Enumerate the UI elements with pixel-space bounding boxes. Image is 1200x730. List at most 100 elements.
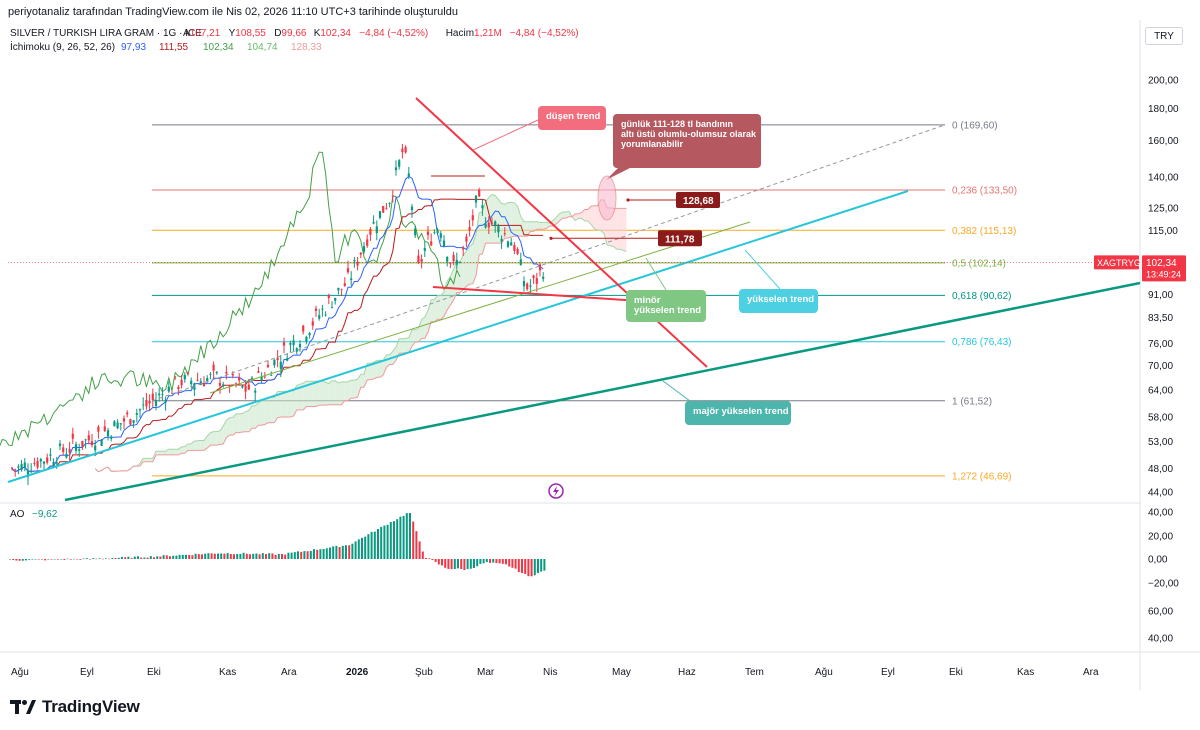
ao-bar <box>457 559 459 569</box>
ao-bar <box>345 545 347 559</box>
tradingview-logo[interactable]: TradingView <box>10 697 140 717</box>
candle-body <box>42 461 46 464</box>
ao-bar <box>425 557 427 559</box>
ao-bar <box>485 559 488 563</box>
candle <box>519 252 522 266</box>
candle-body <box>81 440 84 447</box>
candle <box>218 378 222 394</box>
cloud-segment <box>402 338 406 354</box>
candle <box>186 371 190 375</box>
candle-body <box>503 233 506 235</box>
candle <box>164 396 167 411</box>
candle-body <box>225 371 228 374</box>
cloud-segment <box>245 410 249 432</box>
ao-bar <box>117 557 120 559</box>
ao-bar <box>143 557 146 559</box>
candle <box>318 308 321 321</box>
yukselen-trend-label-text: yükselen trend <box>747 294 814 305</box>
ao-bar <box>463 559 466 571</box>
candle-body <box>58 443 62 447</box>
ao-bar <box>479 559 482 564</box>
candle <box>343 277 346 287</box>
cloud-segment <box>472 233 476 284</box>
ao-bar <box>47 559 50 560</box>
candle-body <box>487 222 490 228</box>
candle-body <box>506 241 510 247</box>
cloud-segment <box>479 211 483 255</box>
month-tick: Ara <box>281 667 297 678</box>
ao-bar <box>508 559 511 567</box>
candle-body <box>39 459 42 462</box>
candles <box>10 143 545 486</box>
yukselen-trend-label: yükselen trend <box>739 289 818 313</box>
cloud-segment <box>456 261 460 293</box>
ao-bar <box>111 558 114 559</box>
major-trend-label-bg <box>685 401 791 425</box>
ao-bar <box>226 553 229 559</box>
candle <box>442 235 446 248</box>
ao-tick: 40,00 <box>1148 508 1173 519</box>
candle <box>228 384 231 393</box>
ao-bar <box>492 559 495 563</box>
candle <box>244 379 247 400</box>
candle-body <box>103 426 106 431</box>
ao-bar <box>217 553 219 559</box>
ao-bar <box>361 537 363 559</box>
ao-bar <box>114 558 117 559</box>
candle-body <box>372 222 375 224</box>
countdown-tag: 13:49:24 <box>1146 269 1181 279</box>
legend-ohlc-k: K102,34 <box>314 28 352 39</box>
candle <box>247 381 250 391</box>
month-tick: Ara <box>1083 667 1099 678</box>
tradingview-logo-icon <box>10 700 36 714</box>
candle <box>375 220 378 241</box>
candle-body <box>68 448 71 453</box>
symbol-tag-bg <box>1094 255 1139 270</box>
cloud-segment <box>316 381 320 407</box>
candle <box>510 237 513 246</box>
candle <box>494 220 497 233</box>
cloud-segment <box>351 380 355 399</box>
candle <box>26 463 30 486</box>
ao-bar <box>396 519 399 559</box>
candle-body <box>46 457 49 463</box>
candle <box>436 227 439 235</box>
cloud-segment <box>172 449 176 455</box>
cloud-segment <box>223 420 227 445</box>
cloud-segment <box>616 208 620 250</box>
candle <box>487 216 490 235</box>
candle <box>446 256 449 267</box>
candle-body <box>449 262 452 264</box>
candle <box>295 347 298 355</box>
ao-bar <box>108 558 111 560</box>
candle-body <box>404 147 407 153</box>
ao-bar <box>354 541 357 559</box>
candle-body <box>478 189 481 197</box>
cloud-segment <box>405 337 409 353</box>
ao-bar <box>271 553 274 559</box>
ao-bar <box>137 556 139 559</box>
candle-body <box>234 383 238 385</box>
cloud-segment <box>623 208 627 252</box>
candle <box>308 332 311 339</box>
cloud-segment <box>306 381 310 407</box>
cloud-segment <box>322 381 326 406</box>
candle <box>497 223 500 238</box>
candle <box>174 376 177 380</box>
legend-volume: Hacim1,21M <box>446 28 502 39</box>
ao-bar <box>476 559 479 567</box>
price-mark-bg-1 <box>658 230 702 247</box>
candle <box>430 233 433 247</box>
cloud-segment <box>492 194 496 244</box>
ao-bar <box>540 559 543 572</box>
candle <box>193 382 196 396</box>
ao-bar <box>377 528 379 559</box>
currency-button[interactable]: TRY <box>1145 27 1183 45</box>
candle <box>522 276 526 292</box>
ao-bar <box>297 551 299 559</box>
month-tick: Kas <box>1017 667 1034 678</box>
major-trend-line <box>64 281 1141 502</box>
candle-body <box>196 379 199 381</box>
